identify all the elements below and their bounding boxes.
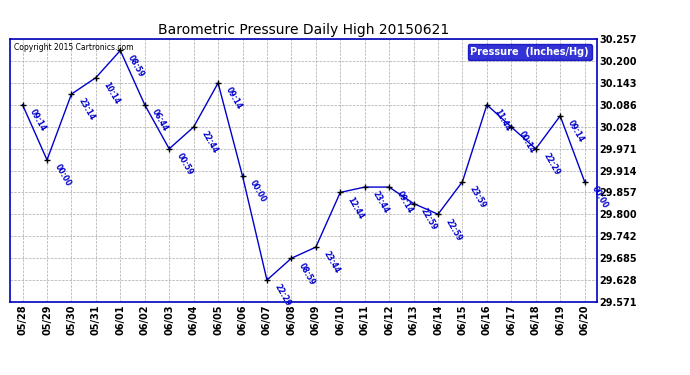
Text: 22:29: 22:29 [273, 283, 293, 308]
Text: 23:14: 23:14 [77, 97, 97, 122]
Text: 09:14: 09:14 [28, 108, 48, 133]
Text: 23:44: 23:44 [371, 190, 390, 215]
Text: 09:14: 09:14 [566, 118, 586, 144]
Text: 00:14: 00:14 [517, 130, 537, 155]
Text: 22:44: 22:44 [199, 130, 219, 155]
Text: 11:44: 11:44 [493, 108, 512, 133]
Text: 23:59: 23:59 [468, 184, 488, 210]
Legend: Pressure  (Inches/Hg): Pressure (Inches/Hg) [468, 44, 592, 60]
Title: Barometric Pressure Daily High 20150621: Barometric Pressure Daily High 20150621 [158, 23, 449, 37]
Text: 22:29: 22:29 [542, 152, 561, 177]
Text: 00:00: 00:00 [248, 179, 268, 204]
Text: 10:14: 10:14 [101, 80, 121, 106]
Text: 23:44: 23:44 [322, 250, 342, 275]
Text: 00:59: 00:59 [175, 152, 195, 177]
Text: 09:14: 09:14 [224, 86, 244, 111]
Text: Copyright 2015 Cartronics.com: Copyright 2015 Cartronics.com [14, 43, 133, 52]
Text: 08:59: 08:59 [297, 261, 317, 286]
Text: 06:44: 06:44 [150, 108, 170, 133]
Text: 12:44: 12:44 [346, 195, 366, 220]
Text: 08:59: 08:59 [126, 53, 146, 79]
Text: 00:00: 00:00 [52, 163, 72, 188]
Text: 22:59: 22:59 [444, 217, 464, 242]
Text: 00:00: 00:00 [590, 184, 610, 210]
Text: 22:59: 22:59 [419, 206, 439, 232]
Text: 09:14: 09:14 [395, 190, 415, 215]
